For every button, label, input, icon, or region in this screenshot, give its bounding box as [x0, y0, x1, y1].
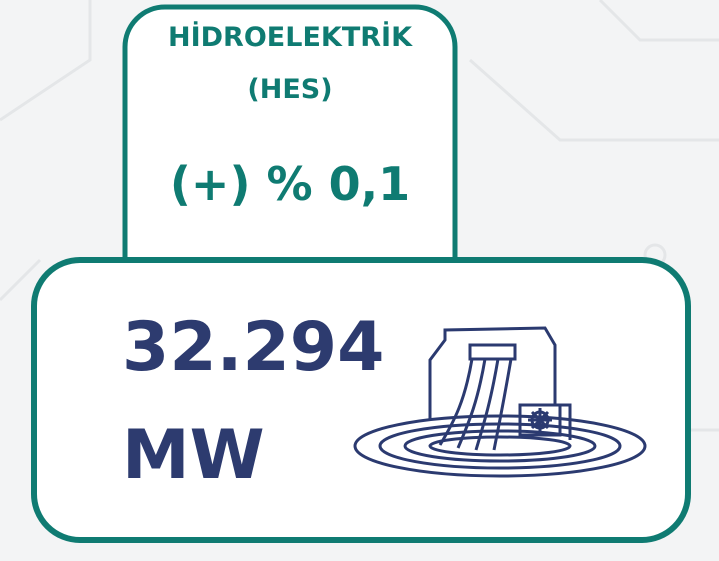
- subtitle: (HES): [247, 74, 332, 105]
- bottom-card: [34, 260, 688, 540]
- unit: MW: [122, 416, 265, 495]
- change: (+) % 0,1: [170, 157, 410, 211]
- infographic: HİDROELEKTRİK (HES) (+) % 0,1 32.294 MW: [0, 0, 719, 561]
- value: 32.294: [122, 308, 384, 387]
- page: HİDROELEKTRİK (HES) (+) % 0,1 32.294 MW …: [0, 0, 719, 561]
- title: HİDROELEKTRİK: [168, 21, 413, 53]
